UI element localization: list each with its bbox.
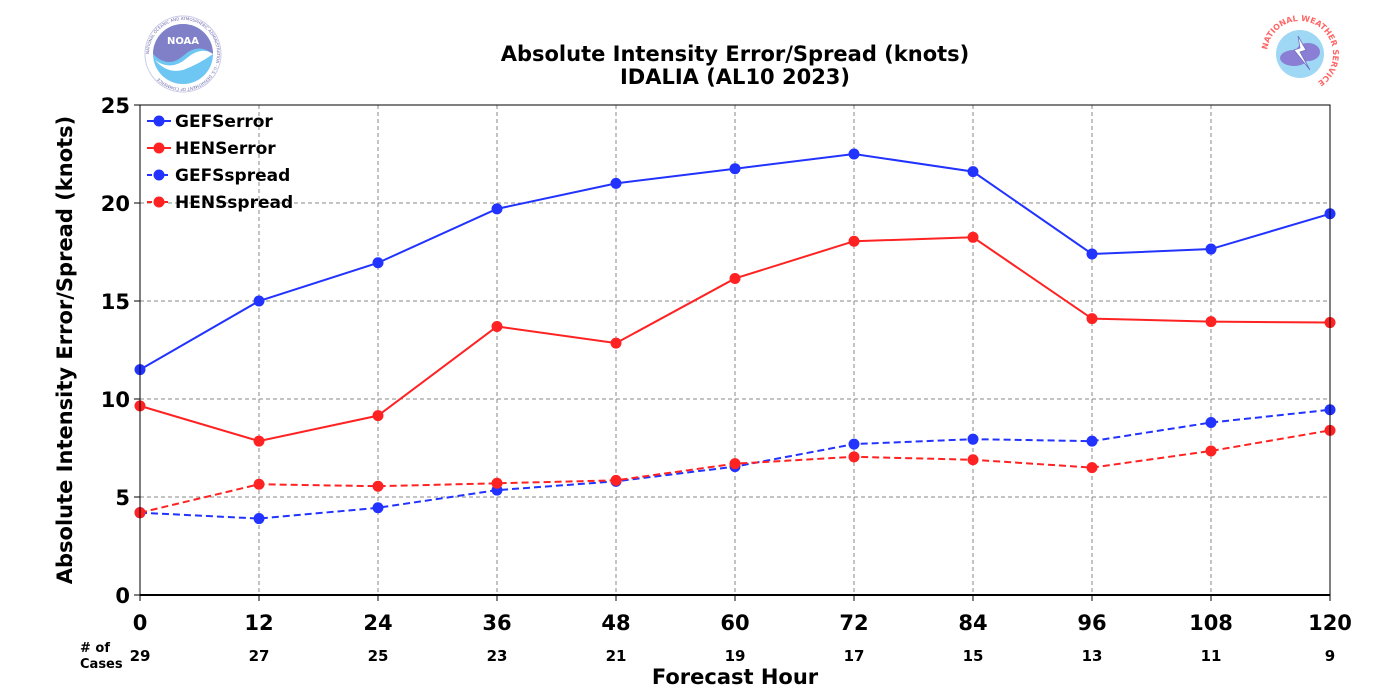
chart-title: Absolute Intensity Error/Spread (knots) <box>500 42 970 66</box>
data-point-hensspread <box>253 478 265 490</box>
data-point-gefsspread <box>372 502 384 514</box>
x-tick-label: 96 <box>1077 611 1106 635</box>
legend-label: HENSerror <box>175 139 276 159</box>
x-tick-label: 24 <box>363 611 392 635</box>
data-point-gefserror <box>967 166 979 178</box>
y-tick-label: 10 <box>101 388 130 412</box>
data-point-gefsspread <box>967 433 979 445</box>
data-point-gefserror <box>253 295 265 307</box>
data-point-gefserror <box>372 257 384 269</box>
x-tick-label: 72 <box>839 611 868 635</box>
cases-count: 23 <box>487 647 508 665</box>
data-point-henserror <box>372 410 384 422</box>
legend-item-henserror: HENSerror <box>147 139 276 159</box>
data-point-henserror <box>967 231 979 243</box>
series-gefserror <box>134 148 1336 376</box>
data-point-hensspread <box>491 477 503 489</box>
data-point-gefserror <box>848 148 860 160</box>
cases-label-line2: Cases <box>80 657 123 672</box>
data-point-hensspread <box>372 480 384 492</box>
data-point-henserror <box>848 235 860 247</box>
legend-marker <box>153 142 165 154</box>
cases-count: 21 <box>606 647 627 665</box>
legend-label: HENSspread <box>175 193 293 213</box>
y-tick-label: 15 <box>101 290 130 314</box>
data-point-gefsspread <box>848 438 860 450</box>
data-point-gefserror <box>1086 248 1098 260</box>
data-point-henserror <box>610 337 622 349</box>
legend-label: GEFSerror <box>175 112 273 132</box>
data-point-hensspread <box>967 454 979 466</box>
legend-item-gefsspread: GEFSspread <box>147 166 290 186</box>
cases-count: 13 <box>1082 647 1103 665</box>
cases-count: 17 <box>844 647 865 665</box>
y-tick-label: 20 <box>101 192 130 216</box>
y-tick-label: 0 <box>115 584 130 608</box>
legend-item-hensspread: HENSspread <box>147 193 293 213</box>
x-tick-label: 84 <box>958 611 987 635</box>
y-axis-label: Absolute Intensity Error/Spread (knots) <box>53 116 77 585</box>
legend: GEFSerror HENSerror GEFSspread HENSspread <box>147 112 293 213</box>
data-point-henserror <box>729 272 741 284</box>
data-point-hensspread <box>1086 462 1098 474</box>
data-point-hensspread <box>610 474 622 486</box>
legend-marker <box>153 196 165 208</box>
axes: 0 5 10 15 20 25 0 29 12 27 24 25 36 23 48 21 60 19 72 17 84 1… <box>53 94 1352 689</box>
cases-count: 25 <box>368 647 389 665</box>
grid <box>140 105 1330 595</box>
y-tick-label: 5 <box>115 486 130 510</box>
data-point-gefsspread <box>1205 417 1217 429</box>
data-point-henserror <box>253 435 265 447</box>
data-point-gefserror <box>610 177 622 189</box>
legend-marker <box>153 115 165 127</box>
x-axis-label: Forecast Hour <box>652 665 819 689</box>
cases-count: 9 <box>1325 647 1335 665</box>
data-point-henserror <box>1205 316 1217 328</box>
cases-count: 11 <box>1201 647 1222 665</box>
data-point-henserror <box>1086 313 1098 325</box>
data-point-gefsspread <box>253 513 265 525</box>
data-point-gefserror <box>1205 243 1217 255</box>
data-point-gefserror <box>491 203 503 215</box>
cases-count: 19 <box>725 647 746 665</box>
noaa-logo: NATIONAL OCEANIC AND ATMOSPHERIC ADMINIS… <box>144 15 222 93</box>
x-tick-label: 0 <box>133 611 148 635</box>
x-tick-label: 60 <box>720 611 749 635</box>
noaa-logo-text: NOAA <box>167 36 199 47</box>
data-point-hensspread <box>1205 445 1217 457</box>
data-point-hensspread <box>729 458 741 470</box>
legend-marker <box>153 169 165 181</box>
data-point-gefsspread <box>1086 435 1098 447</box>
series-henserror <box>134 231 1336 447</box>
x-tick-label: 36 <box>482 611 511 635</box>
x-tick-label: 120 <box>1308 611 1352 635</box>
nws-logo: NATIONAL WEATHER SERVICE <box>1260 14 1340 88</box>
x-tick-label: 48 <box>601 611 630 635</box>
x-tick-label: 108 <box>1189 611 1233 635</box>
cases-count: 29 <box>130 647 151 665</box>
cases-label-line1: # of <box>80 641 110 656</box>
x-tick-label: 12 <box>244 611 273 635</box>
y-tick-label: 25 <box>101 94 130 118</box>
cases-count: 15 <box>963 647 984 665</box>
data-point-hensspread <box>848 451 860 463</box>
legend-label: GEFSspread <box>175 166 290 186</box>
data-point-henserror <box>491 320 503 332</box>
cases-count: 27 <box>249 647 270 665</box>
chart-subtitle: IDALIA (AL10 2023) <box>619 65 851 89</box>
data-point-gefserror <box>729 163 741 175</box>
legend-item-gefserror: GEFSerror <box>147 112 273 132</box>
plot-area <box>134 148 1336 525</box>
